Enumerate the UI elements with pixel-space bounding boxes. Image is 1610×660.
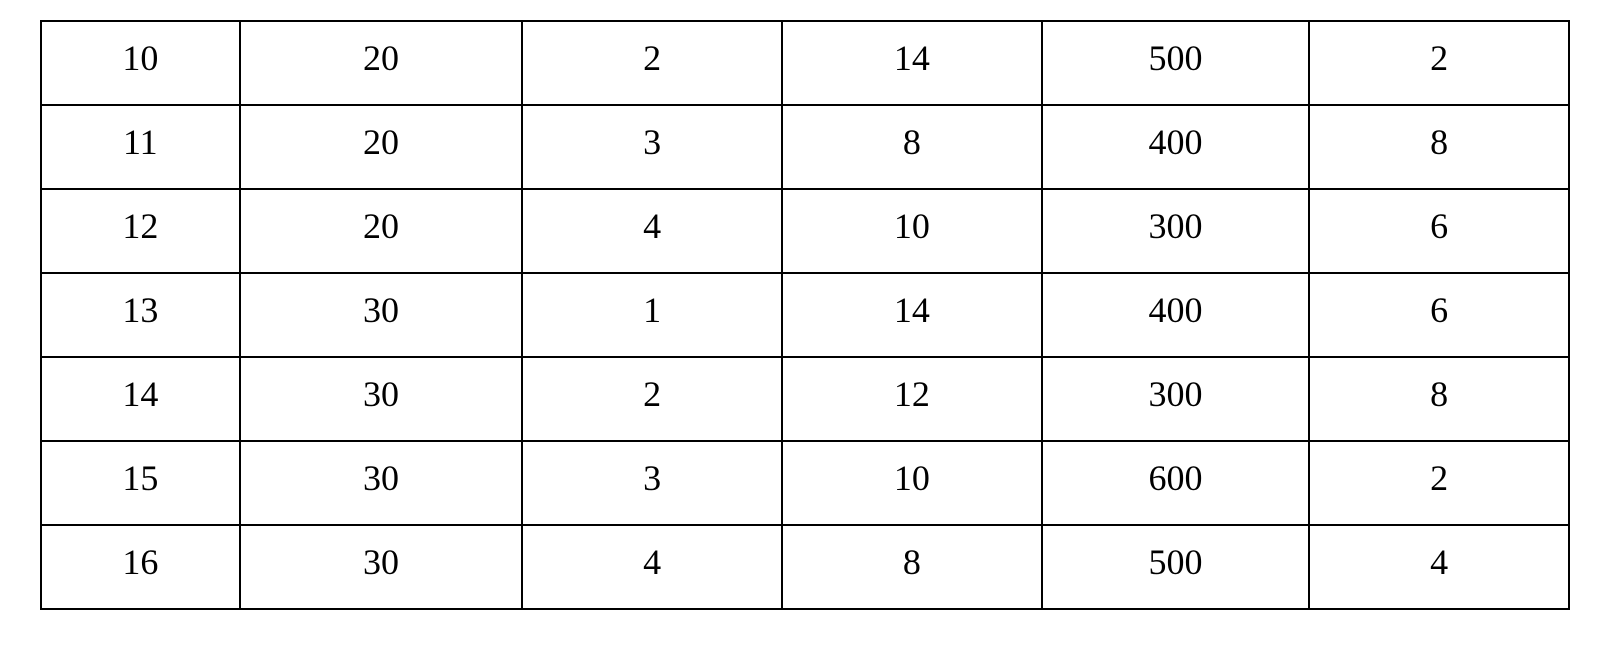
table-cell: 4 [522, 525, 782, 609]
table-cell: 4 [1309, 525, 1569, 609]
table-cell: 8 [782, 105, 1042, 189]
table-row: 14 30 2 12 300 8 [41, 357, 1569, 441]
table-cell: 30 [240, 525, 523, 609]
table-row: 13 30 1 14 400 6 [41, 273, 1569, 357]
table-row: 11 20 3 8 400 8 [41, 105, 1569, 189]
table-cell: 2 [522, 357, 782, 441]
table-cell: 500 [1042, 21, 1309, 105]
table-cell: 300 [1042, 189, 1309, 273]
table-cell: 6 [1309, 189, 1569, 273]
table-row: 16 30 4 8 500 4 [41, 525, 1569, 609]
table-cell: 10 [41, 21, 240, 105]
table-cell: 3 [522, 105, 782, 189]
table-cell: 8 [1309, 357, 1569, 441]
table-cell: 11 [41, 105, 240, 189]
table-cell: 3 [522, 441, 782, 525]
table-cell: 14 [41, 357, 240, 441]
table-cell: 13 [41, 273, 240, 357]
table-cell: 14 [782, 21, 1042, 105]
table-cell: 8 [1309, 105, 1569, 189]
data-table: 10 20 2 14 500 2 11 20 3 8 400 8 12 20 4… [40, 20, 1570, 610]
table-cell: 600 [1042, 441, 1309, 525]
table-cell: 300 [1042, 357, 1309, 441]
table-body: 10 20 2 14 500 2 11 20 3 8 400 8 12 20 4… [41, 21, 1569, 609]
table-row: 15 30 3 10 600 2 [41, 441, 1569, 525]
table-cell: 6 [1309, 273, 1569, 357]
table-cell: 1 [522, 273, 782, 357]
table-cell: 400 [1042, 105, 1309, 189]
table-cell: 30 [240, 273, 523, 357]
table-cell: 2 [1309, 441, 1569, 525]
table-cell: 500 [1042, 525, 1309, 609]
table-cell: 15 [41, 441, 240, 525]
table-cell: 10 [782, 441, 1042, 525]
table-cell: 4 [522, 189, 782, 273]
table-cell: 14 [782, 273, 1042, 357]
table-cell: 8 [782, 525, 1042, 609]
table-cell: 20 [240, 189, 523, 273]
table-row: 12 20 4 10 300 6 [41, 189, 1569, 273]
table-cell: 30 [240, 441, 523, 525]
table-cell: 16 [41, 525, 240, 609]
table-cell: 2 [1309, 21, 1569, 105]
table-cell: 2 [522, 21, 782, 105]
table-row: 10 20 2 14 500 2 [41, 21, 1569, 105]
table-cell: 400 [1042, 273, 1309, 357]
table-cell: 20 [240, 105, 523, 189]
table-cell: 10 [782, 189, 1042, 273]
table-cell: 12 [41, 189, 240, 273]
table-cell: 20 [240, 21, 523, 105]
table-cell: 30 [240, 357, 523, 441]
table-cell: 12 [782, 357, 1042, 441]
